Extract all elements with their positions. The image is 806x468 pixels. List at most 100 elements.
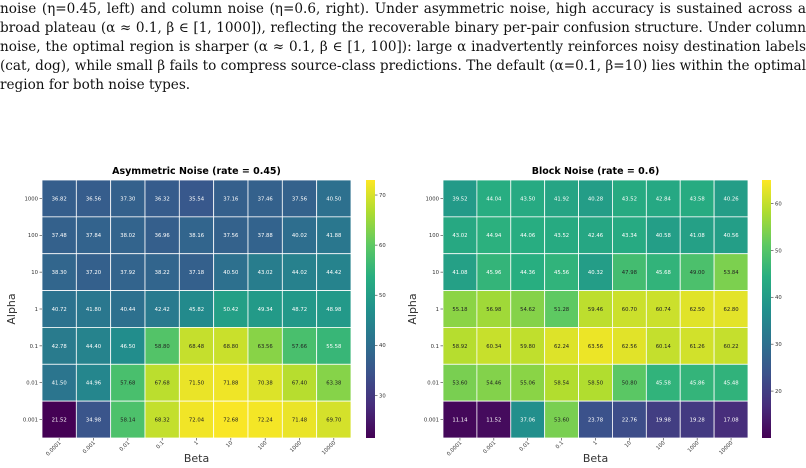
cell-value-label: 60.14 bbox=[656, 344, 672, 350]
heatmap-cell bbox=[110, 290, 146, 328]
heatmap-cell bbox=[247, 253, 283, 291]
heatmap-cell bbox=[75, 216, 112, 255]
cell-value-label: 43.58 bbox=[690, 196, 706, 202]
colorbar-tick-label: 40 bbox=[379, 343, 386, 349]
heatmap-cell bbox=[178, 179, 215, 218]
heatmap-cell bbox=[247, 290, 283, 328]
cell-value-label: 43.02 bbox=[452, 233, 467, 239]
y-tick-label: 0.1 bbox=[30, 344, 38, 350]
cell-value-label: 37.46 bbox=[258, 196, 274, 202]
cell-value-label: 11.14 bbox=[452, 417, 468, 423]
cell-value-label: 62.56 bbox=[622, 344, 638, 350]
cell-value-label: 11.52 bbox=[486, 417, 501, 423]
x-axis-label: Beta bbox=[583, 452, 608, 465]
cell-value-label: 62.80 bbox=[723, 307, 739, 313]
cell-value-label: 60.70 bbox=[622, 307, 638, 313]
cell-value-label: 55.06 bbox=[520, 381, 536, 387]
cell-value-label: 59.46 bbox=[588, 307, 604, 313]
x-tick-label: 10 bbox=[225, 440, 234, 449]
cell-value-label: 41.92 bbox=[554, 196, 569, 202]
cell-value-label: 58.50 bbox=[588, 381, 604, 387]
heatmap-cell bbox=[578, 216, 613, 255]
heatmap-cell bbox=[544, 253, 579, 291]
colorbar-tick-label: 40 bbox=[775, 295, 782, 301]
heatmap-cell bbox=[110, 327, 146, 365]
cell-value-label: 40.32 bbox=[588, 270, 603, 276]
heatmap-cell bbox=[679, 253, 715, 291]
colorbar-tick-label: 60 bbox=[775, 201, 782, 207]
cell-value-label: 37.18 bbox=[189, 270, 205, 276]
cell-value-label: 23.78 bbox=[588, 417, 604, 423]
cell-value-label: 68.32 bbox=[155, 417, 170, 423]
x-tick-label: 10000 bbox=[321, 440, 338, 457]
cell-value-label: 44.42 bbox=[326, 270, 341, 276]
cell-value-label: 44.94 bbox=[486, 233, 502, 239]
heatmap-cell bbox=[713, 179, 749, 218]
cell-value-label: 34.98 bbox=[86, 417, 102, 423]
cell-value-label: 58.80 bbox=[155, 344, 171, 350]
heatmap-cell bbox=[247, 363, 283, 402]
x-tick-label: 0.001 bbox=[82, 440, 97, 455]
cell-value-label: 40.72 bbox=[52, 307, 67, 313]
heatmap-cell bbox=[510, 179, 546, 218]
heatmap-cell bbox=[578, 290, 613, 328]
cell-value-label: 50.80 bbox=[622, 381, 638, 387]
y-tick-label: 0.01 bbox=[26, 381, 38, 387]
heatmap-cell bbox=[316, 216, 352, 255]
cell-value-label: 42.84 bbox=[656, 196, 672, 202]
cell-value-label: 36.96 bbox=[155, 233, 171, 239]
x-tick-label: 0.0001 bbox=[45, 440, 62, 457]
cell-value-label: 45.82 bbox=[189, 307, 204, 313]
caption-paragraph: noise (η=0.45, left) and column noise (η… bbox=[0, 0, 806, 95]
cell-value-label: 41.80 bbox=[86, 307, 102, 313]
cell-value-label: 43.52 bbox=[554, 233, 569, 239]
heatmap-cell bbox=[679, 327, 715, 365]
cell-value-label: 44.02 bbox=[292, 270, 307, 276]
heatmap-cell bbox=[316, 253, 352, 291]
heatmap-cell bbox=[75, 179, 112, 218]
heatmap-cell bbox=[316, 327, 352, 365]
heatmap-cell bbox=[178, 363, 215, 402]
y-tick-label: 1000 bbox=[25, 196, 39, 202]
heatmap-cell bbox=[316, 290, 352, 328]
cell-value-label: 43.52 bbox=[622, 196, 637, 202]
cell-value-label: 17.08 bbox=[723, 417, 739, 423]
cell-value-label: 58.92 bbox=[452, 344, 467, 350]
cell-value-label: 45.58 bbox=[656, 381, 672, 387]
cell-value-label: 49.34 bbox=[258, 307, 274, 313]
heatmap-cell bbox=[544, 290, 579, 328]
y-tick-label: 0.1 bbox=[431, 344, 439, 350]
x-tick-label: 100 bbox=[655, 440, 667, 452]
caption-text: noise (η=0.45, left) and column noise (η… bbox=[0, 1, 806, 93]
cell-value-label: 38.16 bbox=[189, 233, 205, 239]
cell-value-label: 19.98 bbox=[656, 417, 672, 423]
heatmap-cell bbox=[510, 327, 546, 365]
heatmap-cell bbox=[144, 400, 180, 439]
cell-value-label: 19.28 bbox=[690, 417, 706, 423]
heatmap-cell bbox=[679, 400, 715, 439]
heatmap-cell bbox=[110, 253, 146, 291]
cell-value-label: 40.50 bbox=[223, 270, 239, 276]
x-tick-label: 10000 bbox=[718, 440, 735, 457]
cell-value-label: 44.04 bbox=[486, 196, 502, 202]
heatmap-cell bbox=[612, 179, 647, 218]
cell-value-label: 37.92 bbox=[120, 270, 135, 276]
heatmap-cell bbox=[510, 253, 546, 291]
x-tick-label: 1 bbox=[193, 440, 200, 447]
cell-value-label: 72.68 bbox=[223, 417, 239, 423]
y-tick-label: 10 bbox=[432, 270, 439, 276]
colorbar-tick-label: 50 bbox=[379, 293, 386, 299]
cell-value-label: 51.28 bbox=[554, 307, 570, 313]
x-tick-label: 0.1 bbox=[155, 440, 165, 450]
cell-value-label: 70.38 bbox=[258, 381, 274, 387]
cell-value-label: 37.88 bbox=[258, 233, 274, 239]
cell-value-label: 54.46 bbox=[486, 381, 502, 387]
chart-title: Block Noise (rate = 0.6) bbox=[532, 166, 660, 177]
cell-value-label: 41.88 bbox=[326, 233, 342, 239]
cell-value-label: 55.58 bbox=[326, 344, 342, 350]
cell-value-label: 40.56 bbox=[723, 233, 739, 239]
cell-value-label: 58.54 bbox=[554, 381, 570, 387]
heatmap-cell bbox=[75, 363, 112, 402]
heatmap-cell bbox=[442, 216, 478, 255]
